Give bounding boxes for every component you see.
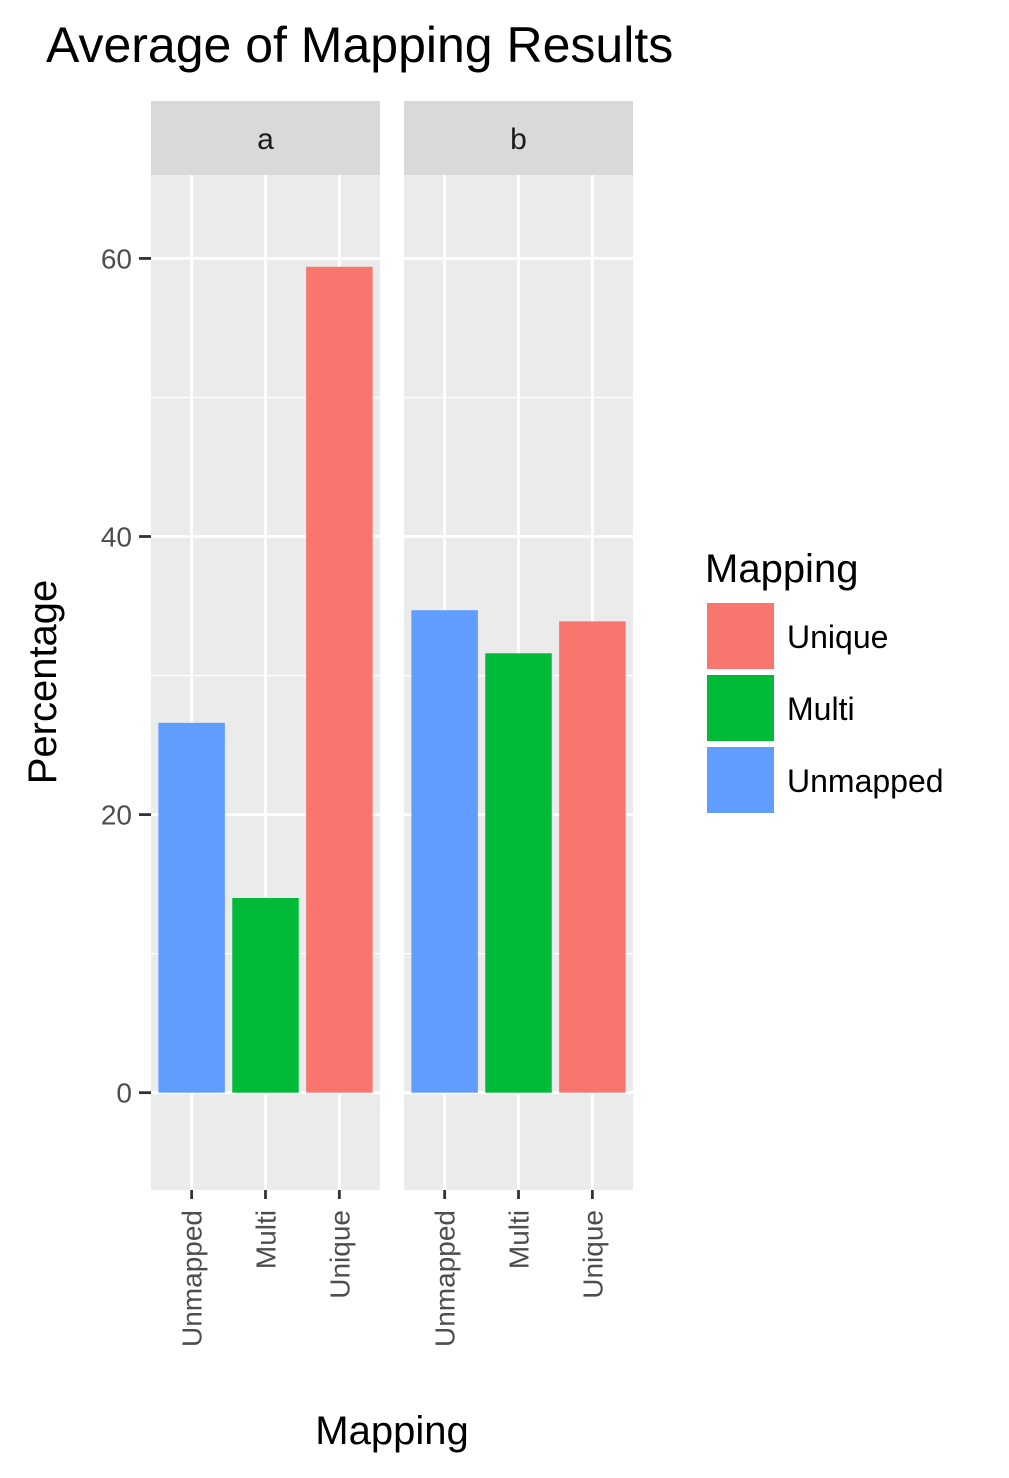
facet-panel-a: a Unmapped Multi Unique: [151, 101, 380, 1347]
bar-a-multi: [232, 898, 299, 1093]
legend-title: Mapping: [705, 547, 858, 591]
y-axis-title: Percentage: [21, 580, 65, 785]
legend-swatch: [707, 603, 774, 669]
facet-panels: a Unmapped Multi Unique b Unmapped Multi Unique: [151, 101, 633, 1347]
x-tick-label: Unique: [324, 1210, 355, 1299]
chart-title: Average of Mapping Results: [46, 17, 673, 73]
bar-a-unmapped: [158, 722, 225, 1093]
legend-item-multi: Multi: [707, 675, 855, 741]
strip-label: a: [257, 123, 274, 156]
y-tick-label: 40: [101, 522, 132, 553]
legend-swatch: [707, 747, 774, 813]
x-axis-title: Mapping: [315, 1409, 468, 1453]
x-tick-label: Unmapped: [430, 1210, 461, 1347]
facet-panel-b: b Unmapped Multi Unique: [404, 101, 633, 1347]
x-tick-label: Unmapped: [177, 1210, 208, 1347]
strip-label: b: [510, 123, 527, 156]
x-tick-label: Multi: [504, 1210, 535, 1269]
y-tick-label: 0: [116, 1078, 132, 1109]
bar-a-unique: [306, 266, 373, 1093]
legend: Mapping Unique Multi Unmapped: [705, 547, 944, 813]
strip-background: [151, 101, 380, 175]
bar-b-unmapped: [411, 610, 478, 1093]
legend-item-unmapped: Unmapped: [707, 747, 944, 813]
x-tick-label: Unique: [577, 1210, 608, 1299]
y-tick-label: 20: [101, 800, 132, 831]
legend-swatch: [707, 675, 774, 741]
legend-label: Unmapped: [787, 763, 944, 799]
strip-background: [404, 101, 633, 175]
y-tick-label: 60: [101, 243, 132, 274]
x-tick-label: Multi: [251, 1210, 282, 1269]
legend-label: Unique: [787, 619, 888, 655]
y-axis: 0 20 40 60: [101, 243, 151, 1109]
legend-item-unique: Unique: [707, 603, 888, 669]
legend-label: Multi: [787, 691, 855, 727]
bar-b-unique: [559, 621, 626, 1093]
bar-b-multi: [485, 653, 552, 1093]
